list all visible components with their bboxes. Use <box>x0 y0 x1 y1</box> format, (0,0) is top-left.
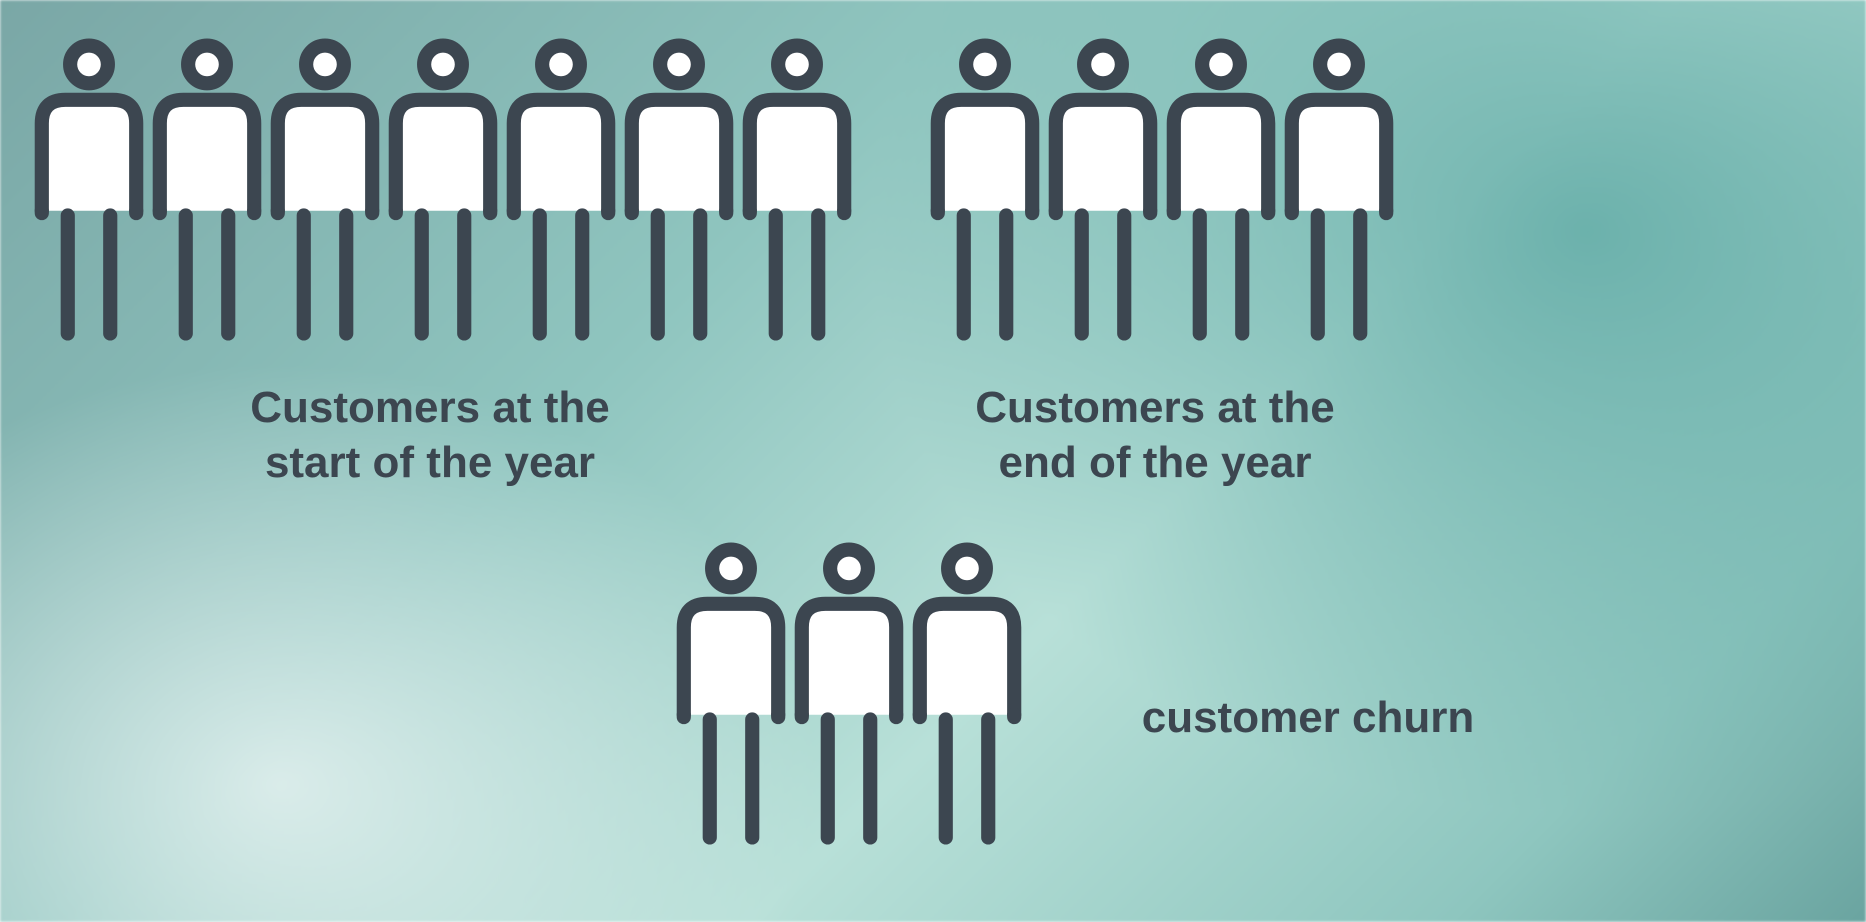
infographic-stage: Customers at the start of the year <box>0 0 1866 922</box>
person-icon-slot <box>1280 22 1398 357</box>
person-icon-slot <box>266 22 384 357</box>
caption-customers-start: Customers at the start of the year <box>80 380 780 490</box>
person-icon <box>30 22 148 357</box>
person-icon <box>148 22 266 357</box>
person-icon <box>908 526 1026 861</box>
person-icon-slot <box>384 22 502 357</box>
person-icon <box>1162 22 1280 357</box>
caption-customer-churn: customer churn <box>1078 690 1538 745</box>
person-icon <box>620 22 738 357</box>
person-icon <box>1280 22 1398 357</box>
group-customers-start <box>30 22 856 357</box>
person-icon-slot <box>30 22 148 357</box>
person-icon <box>672 526 790 861</box>
person-icon-slot <box>790 526 908 861</box>
person-icon-slot <box>620 22 738 357</box>
person-icon-slot <box>908 526 1026 861</box>
person-icon-slot <box>148 22 266 357</box>
person-icon <box>266 22 384 357</box>
person-icon-slot <box>738 22 856 357</box>
person-icon <box>502 22 620 357</box>
person-icon-slot <box>1162 22 1280 357</box>
person-icon <box>926 22 1044 357</box>
person-icon-slot <box>926 22 1044 357</box>
caption-line: start of the year <box>265 438 595 487</box>
person-icon <box>738 22 856 357</box>
person-icon-slot <box>1044 22 1162 357</box>
caption-line: customer churn <box>1142 693 1475 742</box>
caption-line: end of the year <box>999 438 1312 487</box>
person-icon <box>384 22 502 357</box>
person-icon <box>790 526 908 861</box>
group-customers-end <box>926 22 1398 357</box>
person-icon-slot <box>502 22 620 357</box>
person-icon-slot <box>672 526 790 861</box>
caption-customers-end: Customers at the end of the year <box>930 380 1380 490</box>
caption-line: Customers at the <box>250 383 609 432</box>
person-icon <box>1044 22 1162 357</box>
caption-line: Customers at the <box>975 383 1334 432</box>
group-customer-churn <box>672 526 1026 861</box>
